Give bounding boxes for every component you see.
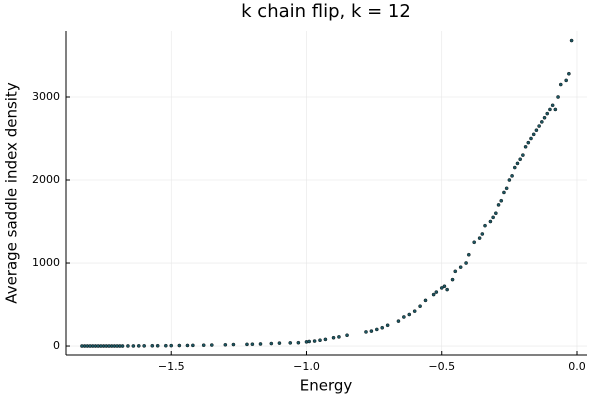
x-tick-label: −1.5 [158, 360, 185, 373]
point [477, 236, 482, 240]
point [369, 329, 374, 333]
y-tick-label: 3000 [32, 90, 60, 103]
point [480, 232, 485, 236]
point [431, 292, 436, 297]
point [531, 132, 536, 137]
chart-title: k chain flip, k = 12 [241, 1, 411, 22]
point [307, 339, 311, 344]
point [545, 111, 550, 116]
point [521, 153, 525, 157]
point [136, 344, 141, 348]
point [439, 286, 444, 290]
point [169, 343, 174, 348]
point [155, 343, 160, 348]
point [323, 337, 328, 342]
point [269, 341, 274, 346]
point [542, 115, 547, 120]
point [466, 252, 471, 257]
x-tick-label: 0.0 [568, 360, 586, 373]
point [553, 107, 558, 112]
point [540, 120, 544, 124]
point [458, 265, 463, 269]
point [312, 339, 317, 343]
point [515, 161, 520, 166]
point [345, 333, 349, 338]
point [131, 344, 136, 348]
point [510, 174, 514, 178]
point [120, 344, 125, 348]
point [258, 342, 263, 346]
point [412, 309, 417, 313]
point [529, 136, 533, 141]
point [450, 277, 455, 282]
point [537, 124, 541, 128]
point [499, 198, 504, 203]
point [548, 107, 552, 112]
y-axis-label: Average saddle index density [3, 82, 21, 304]
point [331, 335, 336, 340]
x-tick-label: −1.0 [293, 360, 320, 373]
point [385, 323, 390, 328]
x-tick-label: −0.5 [428, 360, 455, 373]
point [210, 343, 214, 347]
point [177, 343, 182, 348]
point [523, 145, 528, 149]
point [201, 343, 206, 348]
point [418, 304, 422, 308]
point [223, 342, 228, 347]
point [472, 240, 476, 245]
point [464, 261, 468, 265]
point [231, 342, 236, 347]
point [564, 78, 568, 83]
point [375, 327, 379, 332]
point [534, 128, 539, 133]
point [507, 178, 512, 182]
point [126, 344, 130, 348]
point [277, 341, 282, 345]
point [483, 223, 487, 228]
point [442, 284, 447, 289]
point [245, 342, 249, 347]
point [423, 298, 428, 303]
point [558, 82, 563, 87]
x-axis-label: Energy [300, 377, 353, 395]
point [504, 186, 509, 191]
point [396, 319, 401, 323]
point [445, 287, 449, 292]
point [453, 269, 458, 274]
point [434, 290, 439, 294]
point [164, 343, 168, 348]
point [550, 103, 555, 108]
point [491, 215, 495, 220]
point [567, 71, 571, 76]
point [494, 211, 498, 216]
point [488, 219, 493, 224]
point [150, 343, 155, 348]
point [526, 140, 531, 145]
point [185, 343, 190, 348]
y-tick-label: 2000 [32, 173, 60, 186]
point [518, 157, 522, 162]
y-tick-label: 0 [53, 339, 60, 352]
point [337, 335, 341, 339]
point [402, 315, 406, 319]
point [191, 343, 195, 348]
y-tick-label: 1000 [32, 256, 60, 269]
point [296, 340, 301, 345]
point [364, 330, 368, 334]
point [142, 344, 146, 348]
point [569, 38, 574, 43]
point [250, 342, 255, 347]
point [502, 190, 506, 195]
point [407, 312, 412, 317]
point [512, 165, 517, 170]
point [496, 203, 501, 207]
point [556, 95, 560, 99]
point [318, 338, 322, 343]
point [380, 325, 385, 330]
point [288, 341, 293, 345]
